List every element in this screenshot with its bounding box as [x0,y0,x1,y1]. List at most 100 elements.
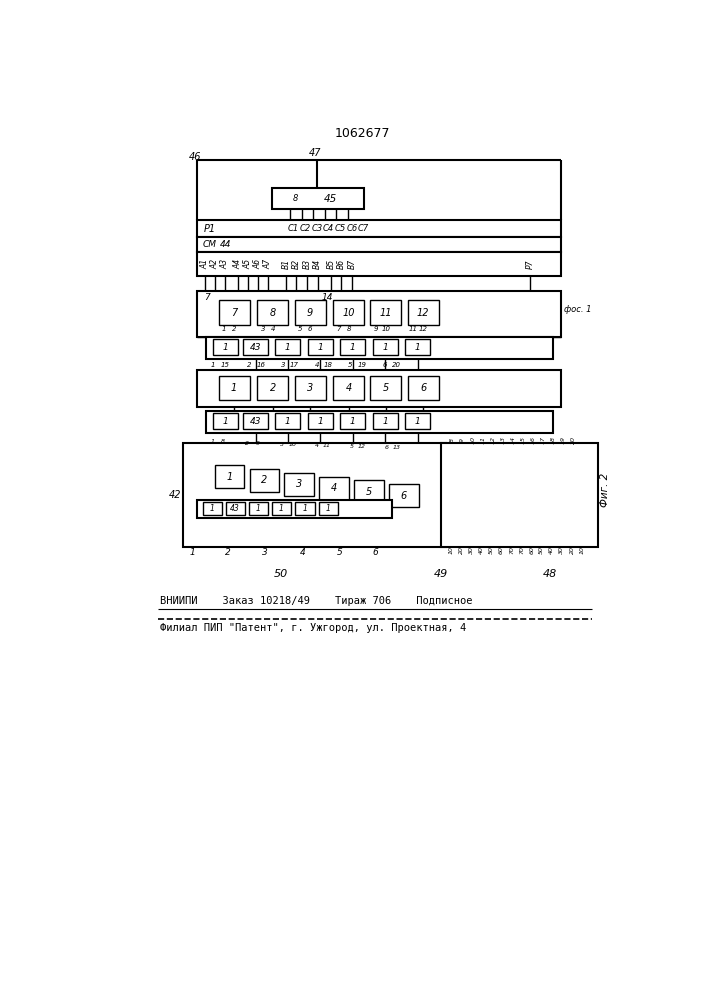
Text: A4: A4 [233,259,243,269]
Bar [197,252,561,276]
Bar [370,376,402,400]
Text: 10: 10 [470,436,475,444]
Bar [354,480,384,503]
Bar [389,484,419,507]
Bar [370,300,402,325]
Text: 43: 43 [250,417,262,426]
Bar [197,370,561,407]
Text: C5: C5 [334,224,346,233]
Text: 5: 5 [366,487,372,497]
Text: 1: 1 [415,417,421,426]
Text: 1: 1 [317,417,323,426]
Text: 3: 3 [262,548,268,557]
Text: 14: 14 [321,293,333,302]
Text: 4: 4 [346,383,352,393]
Text: 5: 5 [383,383,389,393]
Text: B4: B4 [313,259,322,269]
Bar [218,300,250,325]
Text: 11: 11 [480,436,485,444]
Text: 9: 9 [460,438,465,442]
Text: ВНИИПИ    Заказ 10218/49    Тираж 706    Подписное: ВНИИПИ Заказ 10218/49 Тираж 706 Подписно… [160,596,472,606]
Bar [206,411,554,433]
Text: 1: 1 [223,417,228,426]
Text: 20: 20 [392,362,401,368]
Text: 14: 14 [510,436,515,444]
Text: 48: 48 [542,569,556,579]
Bar [183,443,446,547]
Bar [405,413,430,429]
Text: 2: 2 [261,475,267,485]
Text: 19: 19 [358,362,366,368]
Bar [272,502,291,515]
Text: 43: 43 [250,343,262,352]
Text: 7: 7 [337,326,341,332]
Text: 6: 6 [385,445,389,450]
Text: 1: 1 [325,504,330,513]
Text: 1: 1 [189,548,195,557]
Text: 1: 1 [231,383,238,393]
Text: 13: 13 [501,436,506,444]
Text: 18: 18 [551,436,556,444]
Text: 4: 4 [299,548,305,557]
Text: 15: 15 [221,362,229,368]
Text: 15: 15 [520,436,525,444]
Bar [203,502,223,515]
Text: 1: 1 [223,343,228,352]
Text: A5: A5 [243,259,252,269]
Text: 50: 50 [539,546,544,554]
Text: B7: B7 [347,259,356,269]
Bar [213,339,238,355]
Text: 6: 6 [420,383,426,393]
Text: 8: 8 [346,326,351,332]
Text: 50: 50 [489,546,494,554]
Text: 1: 1 [285,343,291,352]
Text: B6: B6 [337,259,346,269]
Text: C1: C1 [288,224,299,233]
Text: 12: 12 [358,444,366,449]
Text: 7: 7 [204,293,209,302]
Bar [333,300,364,325]
Text: C7: C7 [358,224,369,233]
Bar [373,339,397,355]
Bar [319,502,338,515]
Text: 10: 10 [580,546,585,554]
Bar [275,413,300,429]
Bar [218,376,250,400]
Text: 4: 4 [315,443,319,448]
Bar [308,413,332,429]
Bar [408,376,438,400]
Text: 3: 3 [296,479,303,489]
Bar [275,339,300,355]
Text: 1: 1 [382,417,388,426]
Text: B5: B5 [327,259,335,269]
Text: 40: 40 [549,546,554,554]
Text: 70: 70 [519,546,524,554]
Bar [405,339,430,355]
Text: P1: P1 [204,224,216,234]
Bar [333,376,364,400]
Bar [296,502,315,515]
Text: 10: 10 [448,546,454,554]
Text: 1: 1 [279,504,284,513]
Text: 17: 17 [290,362,299,368]
Bar [408,300,438,325]
Text: 3: 3 [280,442,284,447]
Text: Филиал ПИП "Патент", г. Ужгород, ул. Проектная, 4: Филиал ПИП "Патент", г. Ужгород, ул. Про… [160,623,466,633]
Text: 50: 50 [274,569,288,579]
Text: 1: 1 [211,439,214,444]
Text: 42: 42 [169,490,182,500]
Text: 5: 5 [298,326,302,332]
Text: 1: 1 [285,417,291,426]
Text: 60: 60 [499,546,504,554]
Text: 2: 2 [245,441,250,446]
Text: 1: 1 [222,326,226,332]
Text: A6: A6 [254,259,262,269]
Text: 1: 1 [302,504,307,513]
Text: фос. 1: фос. 1 [564,305,592,314]
Text: 5: 5 [337,548,342,557]
Text: 3: 3 [307,383,313,393]
Text: Фиг. 2: Фиг. 2 [600,472,609,507]
Text: C3: C3 [311,224,322,233]
Bar [257,300,288,325]
Text: 16: 16 [257,362,266,368]
